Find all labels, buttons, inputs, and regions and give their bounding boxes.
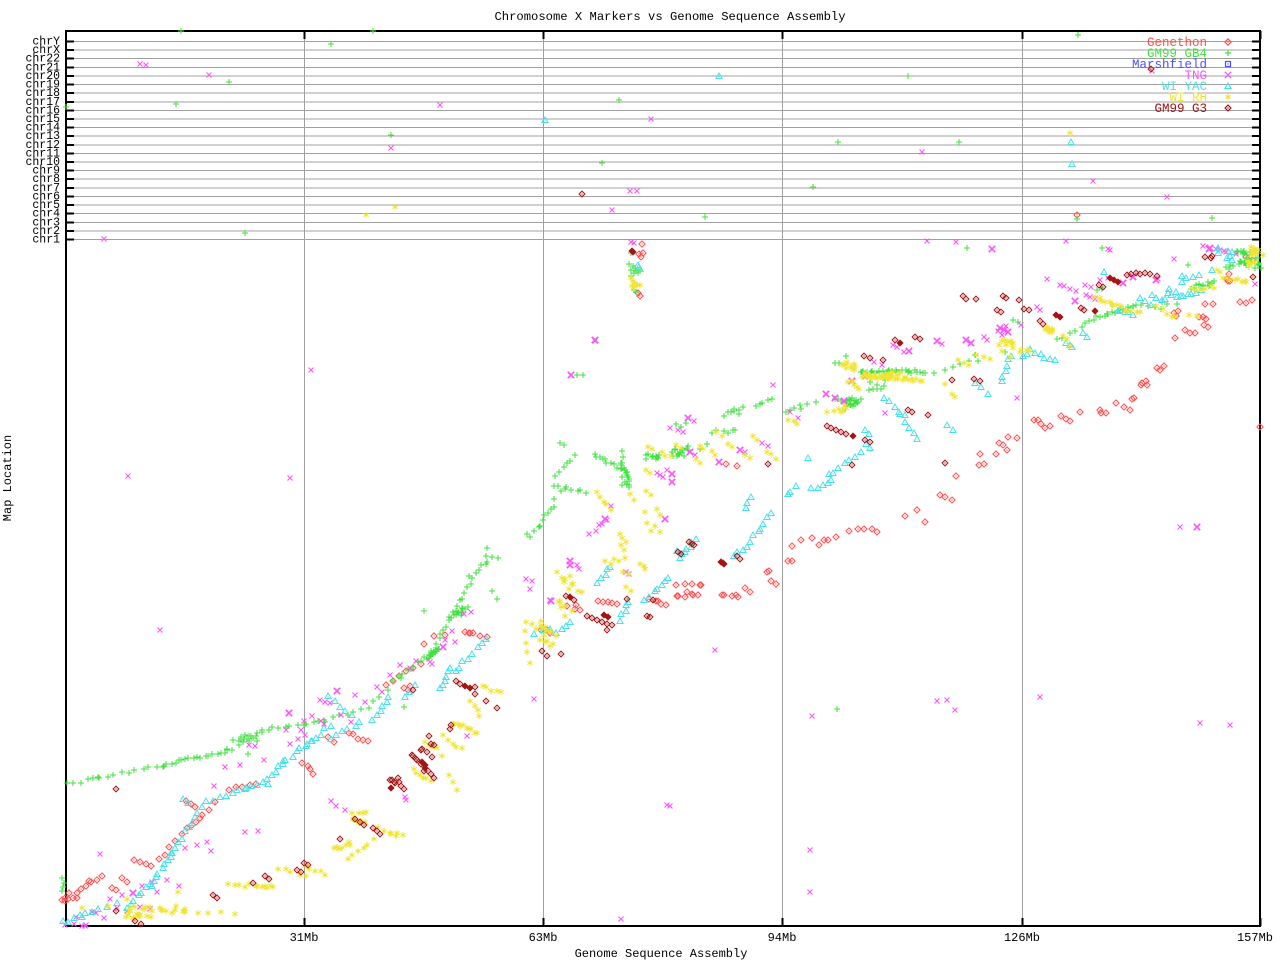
svg-text:TNG: TNG bbox=[1184, 69, 1207, 83]
svg-text:GM99 G3: GM99 G3 bbox=[1154, 102, 1207, 116]
svg-text:126Mb: 126Mb bbox=[1004, 931, 1040, 945]
svg-text:GM99 GB4: GM99 GB4 bbox=[1147, 47, 1207, 61]
svg-text:chr12: chr12 bbox=[25, 139, 60, 152]
svg-text:chr17: chr17 bbox=[25, 96, 60, 109]
svg-text:chr21: chr21 bbox=[25, 61, 60, 74]
svg-text:chr6: chr6 bbox=[32, 191, 60, 204]
svg-text:chr22: chr22 bbox=[25, 53, 60, 66]
svg-text:chrX: chrX bbox=[32, 44, 60, 57]
svg-text:31Mb: 31Mb bbox=[290, 931, 319, 945]
svg-text:chr16: chr16 bbox=[25, 104, 60, 117]
svg-text:Map Location: Map Location bbox=[1, 435, 15, 521]
svg-text:chr5: chr5 bbox=[32, 199, 60, 212]
svg-text:Genome Sequence Assembly: Genome Sequence Assembly bbox=[575, 947, 748, 960]
svg-text:chr18: chr18 bbox=[25, 87, 60, 100]
svg-text:157Mb: 157Mb bbox=[1237, 931, 1273, 945]
svg-text:chr19: chr19 bbox=[25, 79, 60, 92]
svg-text:Genethon: Genethon bbox=[1147, 36, 1207, 50]
svg-text:chr13: chr13 bbox=[25, 130, 60, 143]
svg-text:chr4: chr4 bbox=[32, 208, 60, 221]
svg-text:chr7: chr7 bbox=[32, 182, 60, 195]
svg-text:chr11: chr11 bbox=[25, 147, 60, 160]
svg-text:WI RH: WI RH bbox=[1169, 91, 1207, 105]
svg-text:chr20: chr20 bbox=[25, 70, 60, 83]
svg-text:94Mb: 94Mb bbox=[768, 931, 797, 945]
svg-text:chr8: chr8 bbox=[32, 173, 60, 186]
svg-text:WI YAC: WI YAC bbox=[1162, 80, 1207, 94]
svg-text:chr9: chr9 bbox=[32, 165, 60, 178]
svg-text:chr3: chr3 bbox=[32, 216, 60, 229]
svg-text:chr15: chr15 bbox=[25, 113, 60, 126]
svg-text:chr10: chr10 bbox=[25, 156, 60, 169]
svg-text:chrY: chrY bbox=[32, 36, 60, 49]
svg-text:Chromosome X Markers vs Genome: Chromosome X Markers vs Genome Sequence … bbox=[494, 10, 845, 24]
svg-text:chr1: chr1 bbox=[32, 234, 60, 247]
svg-text:chr14: chr14 bbox=[25, 122, 60, 135]
svg-text:63Mb: 63Mb bbox=[529, 931, 558, 945]
svg-text:chr2: chr2 bbox=[32, 225, 60, 238]
